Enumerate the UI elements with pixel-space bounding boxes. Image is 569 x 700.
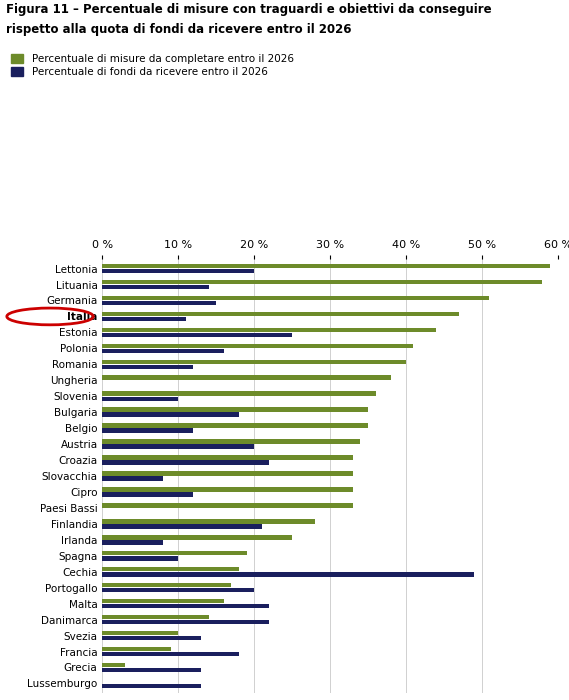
Bar [102, 328, 436, 332]
Bar [102, 487, 353, 491]
Bar [102, 476, 163, 481]
Bar [102, 391, 376, 396]
Bar [102, 349, 224, 353]
Bar [102, 668, 201, 672]
Bar [102, 684, 201, 688]
Bar [102, 428, 193, 433]
Text: Figura 11 – Percentuale di misure con traguardi e obiettivi da conseguire: Figura 11 – Percentuale di misure con tr… [6, 4, 491, 17]
Bar [102, 636, 201, 640]
Bar [102, 407, 368, 412]
Bar [102, 524, 262, 528]
Bar [102, 551, 246, 556]
Bar [102, 444, 254, 449]
Bar [102, 365, 193, 369]
Bar [102, 599, 224, 603]
Text: rispetto alla quota di fondi da ricevere entro il 2026: rispetto alla quota di fondi da ricevere… [6, 23, 351, 36]
Bar [102, 471, 353, 476]
Bar [102, 375, 391, 380]
Bar [102, 301, 216, 305]
Bar [102, 567, 239, 571]
Bar [102, 317, 186, 321]
Bar [102, 280, 542, 284]
Bar [102, 312, 459, 316]
Bar [102, 503, 353, 507]
Bar [102, 588, 254, 592]
Bar [102, 332, 292, 337]
Bar [102, 540, 163, 545]
Bar [102, 631, 178, 635]
Bar [102, 424, 368, 428]
Bar [102, 396, 178, 401]
Bar [102, 583, 232, 587]
Bar [102, 285, 209, 289]
Bar [102, 647, 171, 651]
Bar [102, 412, 239, 417]
Bar [102, 455, 353, 460]
Legend: Percentuale di misure da completare entro il 2026, Percentuale di fondi da ricev: Percentuale di misure da completare entr… [11, 54, 294, 77]
Bar [102, 620, 269, 624]
Bar [102, 663, 125, 667]
Bar [102, 535, 292, 540]
Bar [102, 344, 414, 348]
Bar [102, 604, 269, 608]
Bar [102, 519, 315, 524]
Bar [102, 295, 489, 300]
Bar [102, 556, 178, 561]
Bar [102, 360, 406, 364]
Bar [102, 461, 269, 465]
Bar [102, 269, 254, 274]
Bar [102, 264, 550, 268]
Bar [102, 440, 360, 444]
Bar [102, 572, 474, 577]
Bar [102, 615, 209, 620]
Bar [102, 652, 239, 657]
Bar [102, 492, 193, 497]
